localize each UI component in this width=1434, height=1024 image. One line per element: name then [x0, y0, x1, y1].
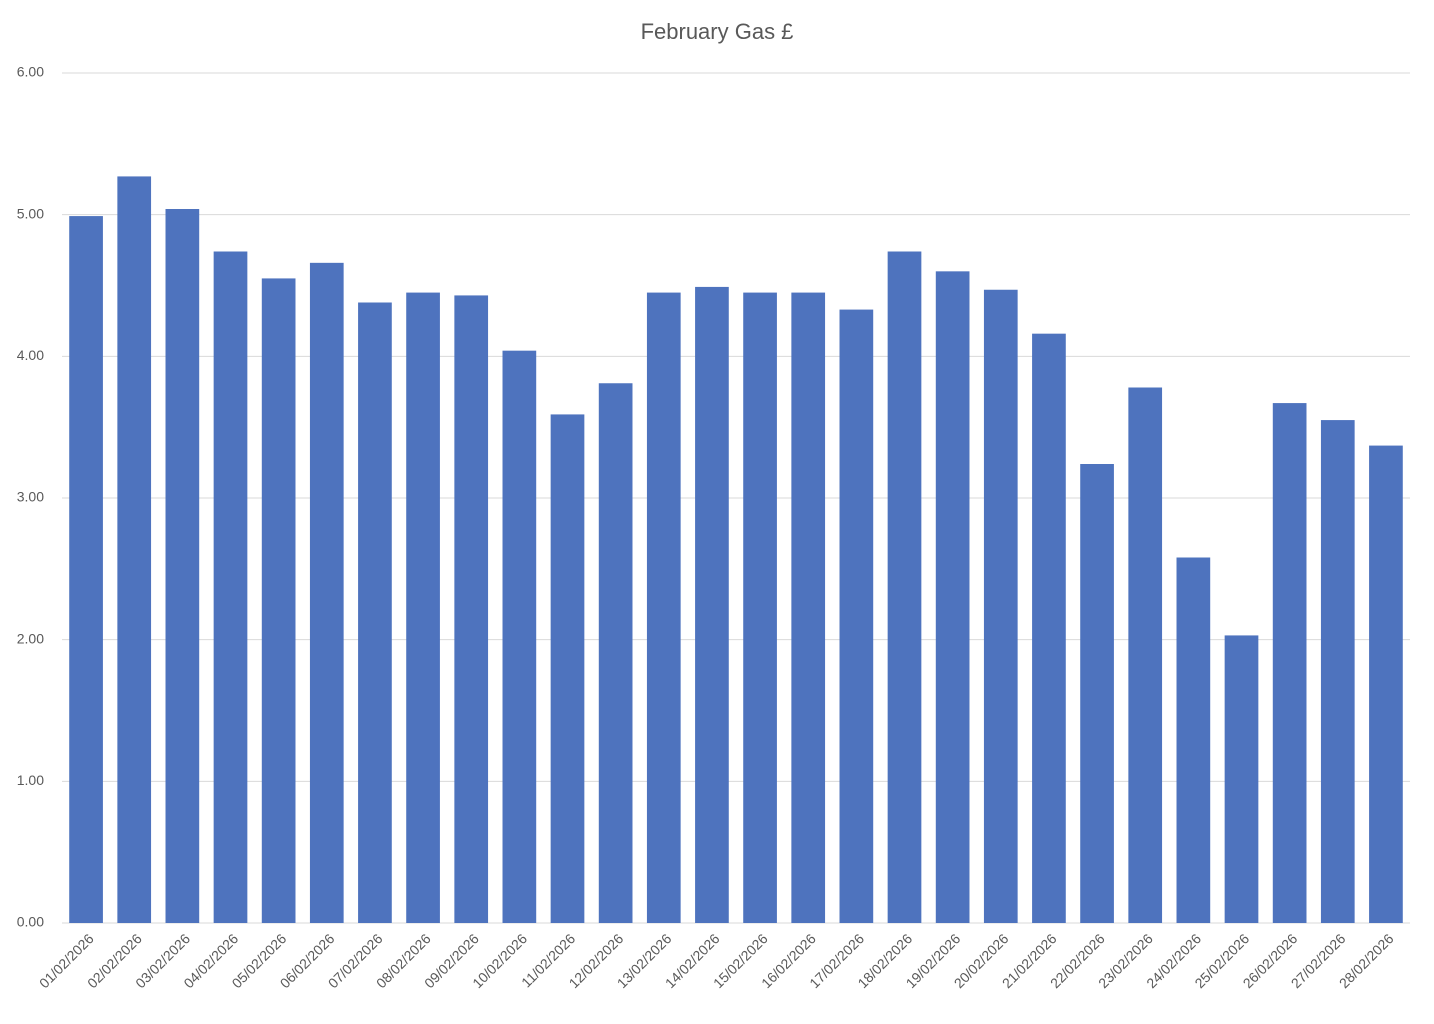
- bar: [1272, 403, 1307, 923]
- bar: [1128, 387, 1163, 923]
- bar: [165, 209, 200, 923]
- y-tick-label: 6.00: [17, 64, 44, 80]
- y-tick-label: 0.00: [17, 914, 44, 930]
- bar: [358, 302, 392, 923]
- bar: [1176, 557, 1211, 923]
- bar: [646, 292, 681, 923]
- y-tick-label: 5.00: [17, 205, 44, 221]
- y-tick-label: 4.00: [17, 347, 44, 363]
- bar: [406, 292, 440, 923]
- bar: [598, 383, 633, 923]
- y-tick-label: 2.00: [17, 630, 44, 646]
- bar: [550, 414, 585, 923]
- bar: [1224, 635, 1259, 923]
- bar: [839, 309, 874, 923]
- chart-title: February Gas £: [641, 19, 794, 44]
- bar: [935, 271, 970, 923]
- y-tick-label: 1.00: [17, 772, 44, 788]
- bar: [69, 216, 103, 924]
- bar: [213, 251, 248, 923]
- bar: [1320, 420, 1355, 923]
- bar: [309, 262, 344, 923]
- y-tick-label: 3.00: [17, 489, 44, 505]
- bar: [1080, 464, 1114, 923]
- bar: [983, 289, 1018, 923]
- bar: [695, 286, 729, 924]
- bar: [117, 176, 152, 923]
- bar: [502, 350, 537, 924]
- bar: [454, 295, 489, 924]
- bar: [791, 292, 826, 923]
- bar: [1032, 333, 1066, 924]
- bar: [887, 251, 922, 923]
- bar: [1369, 445, 1403, 923]
- bar: [261, 278, 296, 924]
- bar: [743, 292, 777, 923]
